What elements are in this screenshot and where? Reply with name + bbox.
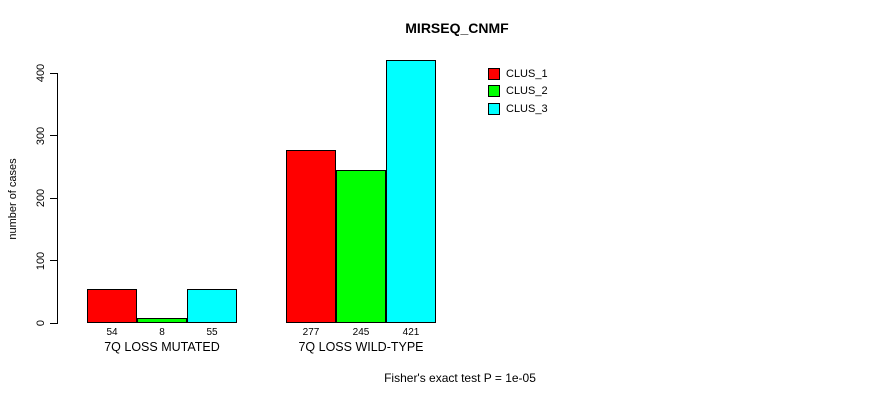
category-label: 7Q LOSS MUTATED	[104, 340, 220, 354]
legend-item: CLUS_3	[488, 100, 548, 118]
y-tick-mark	[50, 322, 57, 324]
y-tick-mark	[50, 135, 57, 136]
chart-title: MIRSEQ_CNMF	[405, 20, 509, 36]
legend-swatch-icon	[488, 85, 500, 98]
legend-item: CLUS_1	[488, 65, 548, 83]
y-tick-mark	[50, 72, 57, 74]
y-tick-mark	[50, 260, 57, 261]
legend-item: CLUS_2	[488, 83, 548, 101]
y-tick-label: 0	[35, 319, 47, 327]
legend-label: CLUS_2	[506, 85, 548, 98]
legend-swatch-icon	[488, 102, 500, 115]
bar-clus_2-group2	[336, 170, 386, 323]
fisher-test-annotation: Fisher's exact test P = 1e-05	[384, 371, 536, 385]
bar-value-label: 54	[106, 327, 118, 338]
bar-clus_2-group1	[137, 318, 187, 323]
category-label: 7Q LOSS WILD-TYPE	[298, 340, 424, 354]
legend-swatch-icon	[488, 67, 500, 80]
legend-label: CLUS_3	[506, 102, 548, 115]
y-tick-label: 400	[35, 63, 47, 83]
legend-label: CLUS_1	[506, 67, 548, 80]
y-tick-label: 200	[35, 188, 47, 208]
bar-value-label: 245	[352, 327, 370, 338]
y-axis-title: number of cases	[7, 158, 19, 240]
y-tick-label: 100	[35, 251, 47, 270]
y-tick-mark	[50, 197, 57, 199]
bar-value-label: 8	[159, 327, 165, 338]
bar-clus_1-group1	[87, 289, 137, 323]
legend: CLUS_1 CLUS_2 CLUS_3	[488, 65, 548, 118]
bar-clus_3-group1	[187, 289, 237, 323]
bar-value-label: 421	[402, 327, 420, 338]
bar-clus_3-group2	[386, 60, 436, 323]
bar-value-label: 277	[302, 327, 320, 338]
bar-value-label: 55	[206, 327, 218, 338]
y-axis-line	[57, 73, 58, 324]
bar-clus_1-group2	[286, 150, 336, 323]
y-tick-label: 300	[35, 126, 47, 145]
